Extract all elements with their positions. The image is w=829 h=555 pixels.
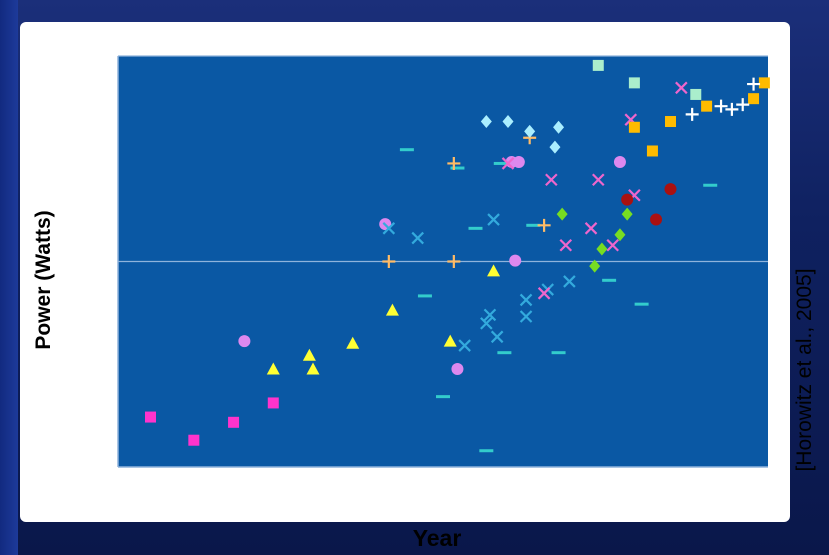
data-point	[490, 330, 504, 344]
data-point	[628, 121, 640, 133]
x-tick-labels: 85 87 89 91 93 95 97 99 01 03	[110, 479, 777, 496]
data-points	[145, 59, 770, 453]
data-point	[592, 59, 604, 71]
data-point	[487, 264, 501, 277]
data-point	[613, 155, 626, 168]
data-point	[584, 222, 598, 235]
data-point	[346, 336, 360, 349]
data-point	[519, 293, 533, 307]
x-tick-label: 99	[615, 479, 632, 496]
y-tick-label: 10	[91, 254, 108, 271]
data-point	[596, 242, 608, 256]
data-point	[228, 416, 240, 428]
data-point	[592, 173, 605, 187]
y-tick-label: 100	[83, 48, 108, 65]
data-point	[480, 317, 493, 330]
x-tick-label: 87	[182, 479, 199, 496]
data-point	[502, 115, 514, 129]
data-point	[537, 218, 551, 232]
data-point	[621, 193, 634, 206]
data-point	[509, 254, 522, 267]
data-point	[650, 213, 663, 226]
data-point	[382, 255, 396, 268]
x-tick-label: 01	[687, 479, 704, 496]
data-point	[690, 88, 702, 100]
data-point	[736, 98, 750, 112]
data-point	[589, 259, 601, 273]
data-point	[747, 77, 761, 91]
data-point	[621, 207, 633, 221]
y-axis-label: Power (Watts)	[32, 210, 55, 349]
data-point	[748, 93, 760, 105]
data-point	[145, 411, 156, 423]
data-point	[519, 310, 533, 323]
data-point	[188, 434, 200, 446]
data-point	[725, 102, 739, 116]
data-point	[665, 116, 676, 128]
data-point	[646, 145, 658, 157]
data-point	[238, 335, 251, 348]
data-point	[266, 362, 280, 375]
data-point	[685, 107, 699, 121]
x-tick-label: 95	[471, 479, 488, 496]
data-point	[458, 339, 471, 352]
data-point	[512, 155, 525, 168]
data-point	[559, 238, 573, 252]
data-point	[443, 334, 457, 347]
data-point	[563, 275, 576, 288]
data-point	[545, 173, 558, 187]
data-point	[411, 231, 424, 245]
data-point	[606, 238, 619, 252]
x-tick-label: 91	[326, 479, 343, 496]
data-point	[487, 213, 500, 226]
data-point	[302, 348, 316, 361]
data-point	[701, 100, 713, 112]
data-point	[758, 77, 770, 89]
data-point	[556, 207, 568, 221]
data-point	[483, 308, 497, 322]
data-point	[382, 222, 396, 235]
data-point	[501, 157, 515, 170]
y-tick-label: 1	[100, 459, 108, 476]
data-point	[480, 115, 492, 129]
data-point	[714, 99, 728, 113]
data-point	[447, 156, 461, 170]
data-point	[628, 77, 640, 89]
x-tick-label: 85	[110, 479, 127, 496]
data-point	[524, 124, 536, 138]
data-point	[675, 81, 688, 95]
x-axis-label: Year	[413, 525, 462, 551]
data-point	[447, 255, 461, 268]
data-point	[553, 120, 565, 134]
data-point	[664, 183, 677, 196]
data-point	[306, 362, 320, 375]
x-tick-label: 89	[254, 479, 271, 496]
y-tick-labels: 1 10 100	[83, 48, 108, 476]
gridlines	[117, 55, 768, 468]
x-tick-label: 97	[543, 479, 560, 496]
x-tick-label: 03	[760, 479, 777, 496]
data-point	[451, 362, 464, 375]
slide-left-strip	[0, 0, 18, 555]
x-tick-label: 93	[399, 479, 416, 496]
data-point	[537, 287, 551, 300]
data-point	[614, 228, 626, 242]
data-point	[385, 303, 399, 316]
citation-text: [Horowitz et al., 2005]	[793, 268, 816, 471]
data-point	[549, 140, 561, 154]
data-point	[267, 397, 279, 409]
